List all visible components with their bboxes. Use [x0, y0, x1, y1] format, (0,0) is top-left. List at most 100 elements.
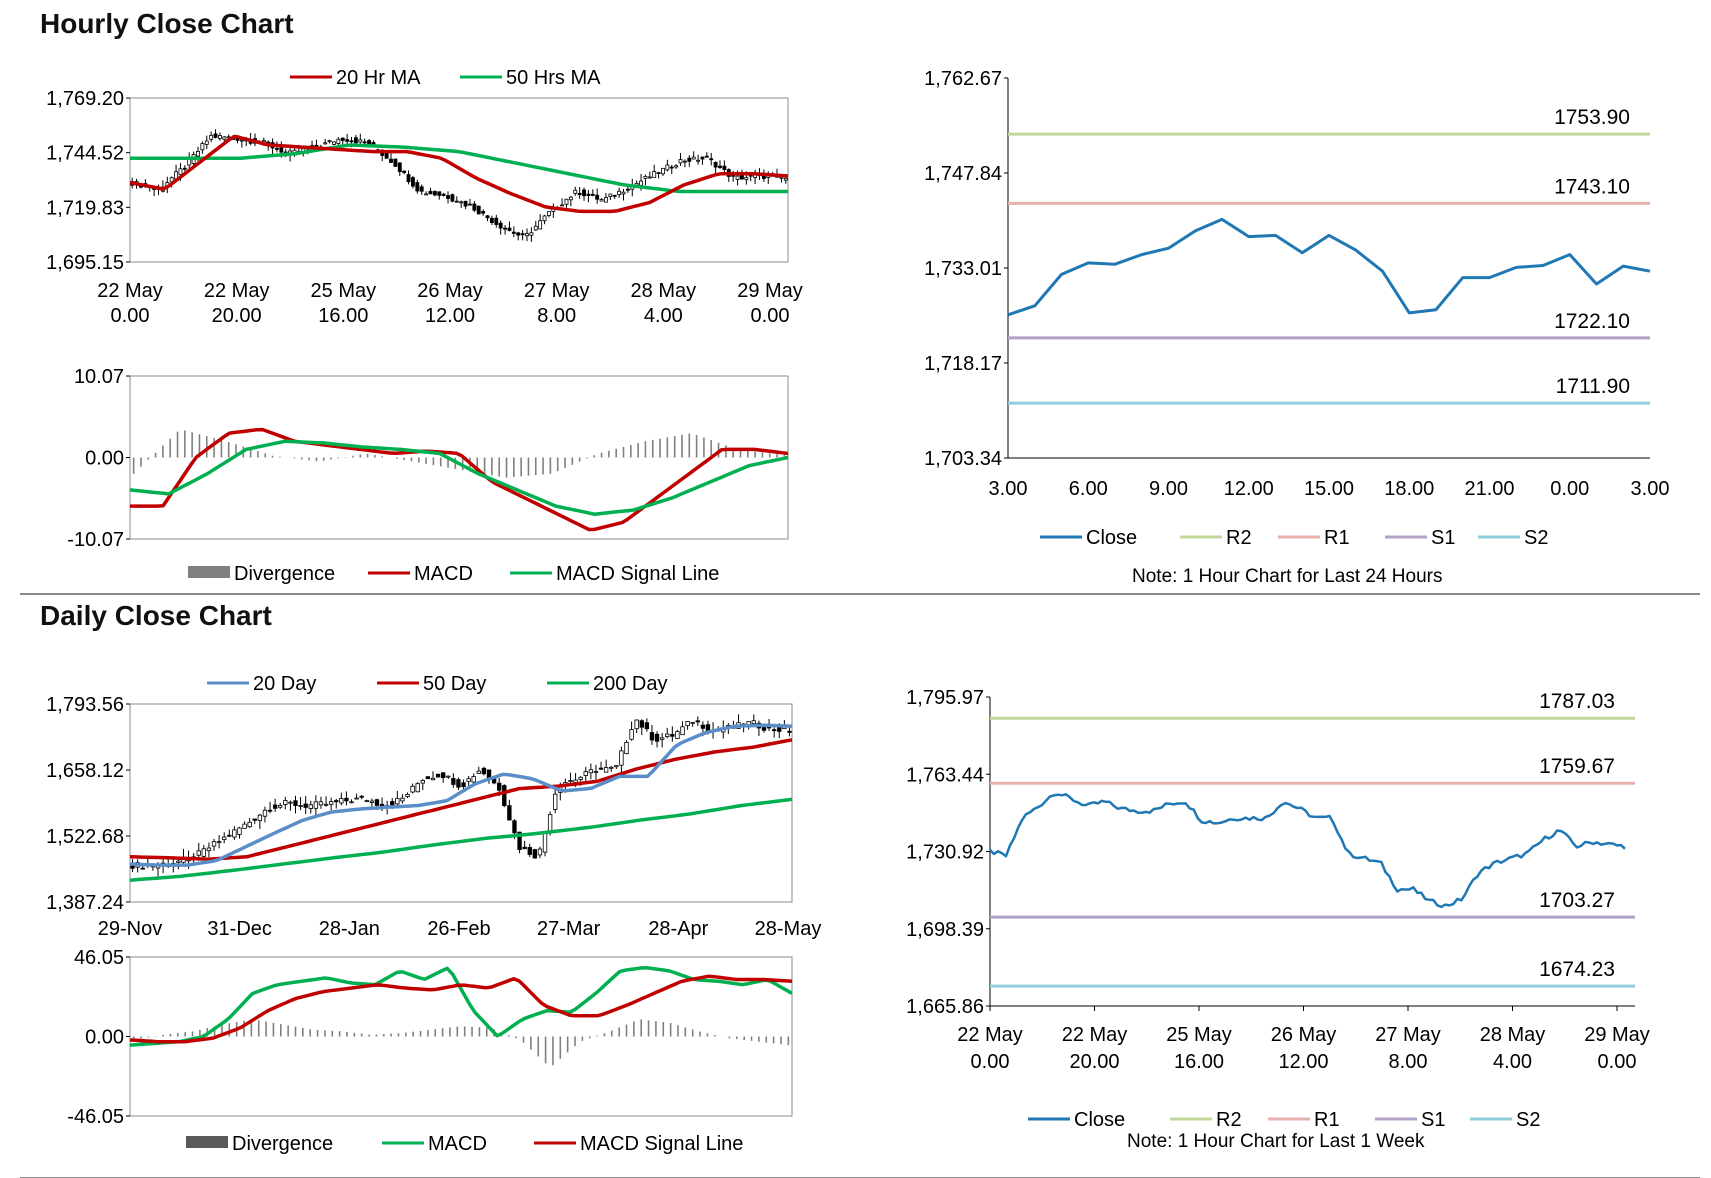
- hourly-price-candle: [722, 165, 727, 170]
- hourly-ma20-line: [129, 134, 789, 214]
- close-week-ytick: 1,698.39: [906, 919, 984, 941]
- daily-price-candle: [665, 733, 670, 737]
- hourly-price-candle: [275, 147, 279, 150]
- hourly-price-candle: [389, 158, 393, 163]
- daily-price-candle: [349, 801, 354, 804]
- close-week-xtick: 28 May: [1480, 1024, 1546, 1046]
- close-week-level-label: 1759.67: [1539, 755, 1615, 778]
- close-week-xtick: 26 May: [1271, 1024, 1337, 1046]
- hourly-price-xtick: 27 May: [524, 280, 590, 302]
- daily-price-candle: [313, 801, 319, 809]
- daily-price-xtick: 28-Jan: [319, 918, 380, 940]
- daily-price-candle: [522, 846, 527, 850]
- hourly-price-candle: [323, 142, 328, 145]
- daily-price-candle: [603, 767, 609, 773]
- hourly-price-xtick-time: 4.00: [644, 305, 683, 327]
- close-week-xtick-time: 0.00: [971, 1051, 1010, 1073]
- daily-price-candle: [588, 769, 594, 774]
- hourly-price-candle: [625, 188, 630, 191]
- legend-24h-s1-label: S1: [1431, 527, 1455, 549]
- hourly-price-candle: [481, 210, 486, 214]
- daily-price-candle: [502, 785, 507, 807]
- hourly-price-candle: [498, 222, 503, 229]
- hourly-price-candle: [454, 200, 459, 203]
- hourly-price-candle: [222, 136, 227, 140]
- hourly-price-ytick: 1,744.52: [46, 143, 124, 165]
- daily-price-candle: [323, 803, 329, 806]
- daily-macd-macd-line: [129, 966, 793, 1047]
- hourly-price-candle: [691, 156, 696, 160]
- legend-hourly-divergence-label: Divergence: [234, 563, 335, 585]
- daily-price-candle: [196, 850, 201, 856]
- hourly-price-candle: [713, 161, 718, 168]
- close-24h-level-label: 1753.90: [1554, 106, 1630, 129]
- daily-price-candle: [649, 732, 655, 741]
- daily-price-candle: [771, 729, 777, 732]
- daily-macd-ytick: 0.00: [85, 1027, 124, 1049]
- legend-hourly-signal-label: MACD Signal Line: [556, 563, 719, 585]
- close-24h-ytick: 1,747.84: [924, 163, 1002, 185]
- daily-price-candle: [435, 773, 441, 778]
- hourly-price-candle: [674, 165, 679, 168]
- close-week-ytick: 1,730.92: [906, 842, 984, 864]
- daily-price-candle: [364, 800, 369, 803]
- daily-price-candle: [201, 848, 207, 857]
- close-week-line: [989, 793, 1626, 909]
- hourly-price-candle: [353, 137, 358, 144]
- close-week-ytick: 1,763.44: [906, 764, 984, 786]
- daily-section-title: Daily Close Chart: [40, 600, 272, 631]
- daily-price-candle: [359, 795, 364, 798]
- close-24h-level-label: 1743.10: [1554, 175, 1630, 198]
- hourly-price-candle: [358, 139, 363, 143]
- daily-price-ytick: 1,387.24: [46, 892, 124, 914]
- daily-price-candle: [440, 772, 446, 778]
- hourly-price-candle: [529, 232, 534, 236]
- hourly-price-candle: [538, 220, 543, 230]
- hourly-price-candle: [665, 164, 670, 171]
- legend-week-r2-label: R2: [1216, 1109, 1242, 1131]
- legend-week-r1-label: R1: [1314, 1109, 1340, 1131]
- close-24h-xtick: 15.00: [1304, 478, 1354, 500]
- hourly-price-candle: [476, 205, 481, 215]
- close-week-xtick: 25 May: [1166, 1024, 1232, 1046]
- daily-price-candle: [318, 801, 324, 806]
- hourly-price-xtick-time: 0.00: [751, 305, 790, 327]
- hourly-price-xtick-time: 20.00: [212, 305, 262, 327]
- daily-price-candle: [405, 794, 410, 797]
- daily-price-candle: [497, 782, 502, 791]
- hourly-macd-ytick: 10.07: [74, 366, 124, 388]
- hourly-price-candle: [209, 134, 214, 140]
- legend-24h-close-label: Close: [1086, 527, 1137, 549]
- daily-price-candle: [425, 776, 431, 780]
- close-24h-ytick: 1,703.34: [924, 448, 1002, 470]
- hourly-ma50-line: [130, 143, 788, 194]
- close-24h-xtick: 6.00: [1069, 478, 1108, 500]
- hourly-price-candle: [332, 141, 336, 145]
- daily-price-candle: [420, 780, 425, 784]
- daily-price-candle: [659, 737, 665, 740]
- hourly-price-candle: [761, 175, 766, 179]
- daily-price-candle: [395, 798, 400, 805]
- hourly-price-candle: [345, 139, 350, 142]
- hourly-price-candle: [533, 225, 538, 231]
- close-24h-ytick: 1,733.01: [924, 258, 1002, 280]
- section-divider: [20, 593, 1700, 595]
- close-week-level-label: 1787.03: [1539, 690, 1615, 713]
- close-week-xtick: 29 May: [1584, 1024, 1650, 1046]
- hourly-price-candle: [472, 203, 477, 211]
- hourly-price-candle: [542, 215, 547, 222]
- daily-price-candle: [537, 848, 543, 856]
- hourly-price-candle: [590, 193, 595, 196]
- daily-ma50-line: [129, 738, 793, 861]
- legend-hourly-macd-label: MACD: [414, 563, 473, 585]
- daily-price-candle: [293, 800, 298, 807]
- daily-price-candle: [644, 722, 650, 730]
- hourly-price-candle: [709, 158, 714, 161]
- daily-price-ytick: 1,793.56: [46, 694, 124, 716]
- daily-macd-ytick: 46.05: [74, 947, 124, 969]
- daily-price-candle: [206, 847, 212, 852]
- daily-price-candle: [410, 785, 415, 793]
- hourly-price-candle: [196, 150, 200, 157]
- hourly-price-candle: [468, 203, 472, 206]
